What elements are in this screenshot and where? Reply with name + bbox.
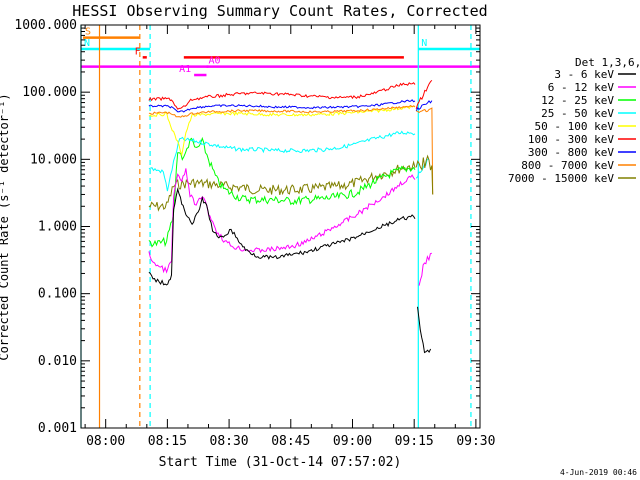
series-line-100-300-kev bbox=[148, 82, 416, 110]
x-tick-label: 09:00 bbox=[333, 434, 372, 449]
flag-label-f: F bbox=[135, 46, 141, 57]
legend-label-800-7000-kev: 800 - 7000 keV bbox=[521, 159, 614, 172]
series-late-100-300-kev bbox=[415, 79, 433, 110]
series-line-7000-15000-kev bbox=[148, 160, 416, 212]
flag-label-a1: A1 bbox=[179, 64, 191, 75]
legend-label-3-6-kev: 3 - 6 keV bbox=[554, 68, 614, 81]
x-tick-label: 08:45 bbox=[271, 434, 310, 449]
x-axis-label: Start Time (31-Oct-14 07:57:02) bbox=[159, 455, 402, 470]
series-line-800-7000-kev bbox=[148, 104, 416, 118]
y-axis-label: Corrected Count Rate (s⁻¹ detector⁻¹) bbox=[0, 93, 11, 360]
y-tick-label: 1000.000 bbox=[14, 18, 77, 33]
series-late-300-800-kev bbox=[415, 100, 433, 112]
legend-label-300-800-kev: 300 - 800 keV bbox=[528, 146, 614, 159]
footer-date: 4-Jun-2019 00:46 bbox=[560, 468, 637, 477]
flag-label-a0: A0 bbox=[208, 56, 220, 67]
legend-label-100-300-kev: 100 - 300 keV bbox=[528, 133, 614, 146]
y-tick-label: 0.100 bbox=[38, 287, 77, 302]
legend-title: Det 1,3,6,9 bbox=[575, 56, 640, 69]
y-tick-label: 0.010 bbox=[38, 354, 77, 369]
markers-layer bbox=[80, 25, 472, 428]
series-late-800-7000-kev bbox=[416, 107, 434, 195]
x-axis: 08:00 08:15 08:30 08:45 09:00 09:15 09:30 bbox=[84, 25, 495, 449]
legend-label-7000-15000-kev: 7000 - 15000 keV bbox=[508, 172, 614, 185]
series-late-7000-15000-kev bbox=[415, 154, 434, 195]
series-layer bbox=[148, 79, 434, 354]
legend-label-12-25-kev: 12 - 25 keV bbox=[541, 94, 614, 107]
chart-title: HESSI Observing Summary Count Rates, Cor… bbox=[72, 2, 487, 20]
y-tick-label: 0.001 bbox=[38, 421, 77, 436]
series-late-3-6-kev bbox=[417, 306, 432, 354]
legend-label-25-50-kev: 25 - 50 keV bbox=[541, 107, 614, 120]
plot-frame bbox=[80, 24, 481, 429]
y-tick-label: 100.000 bbox=[22, 85, 77, 100]
legend-label-6-12-kev: 6 - 12 keV bbox=[548, 81, 615, 94]
series-line-25-50-kev bbox=[148, 130, 416, 192]
flag-label-s: S bbox=[85, 27, 91, 38]
flag-label-n: N bbox=[421, 38, 427, 49]
legend-label-50-100-kev: 50 - 100 keV bbox=[535, 120, 615, 133]
x-tick-label: 09:15 bbox=[395, 434, 434, 449]
x-tick-label: 08:15 bbox=[148, 434, 187, 449]
x-tick-label: 08:30 bbox=[210, 434, 249, 449]
x-tick-label: 08:00 bbox=[86, 434, 125, 449]
y-axis: 0.001 0.010 0.100 1.000 10.000 100.000 1000.00… bbox=[14, 18, 480, 436]
x-tick-label: 09:30 bbox=[456, 434, 495, 449]
series-line-6-12-kev bbox=[148, 168, 416, 274]
series-line-12-25-kev bbox=[148, 136, 416, 248]
y-tick-label: 10.000 bbox=[30, 152, 77, 167]
flag-label-n: N bbox=[84, 38, 90, 49]
y-tick-label: 1.000 bbox=[38, 220, 77, 235]
series-line-300-800-kev bbox=[148, 99, 416, 113]
series-late-6-12-kev bbox=[418, 252, 433, 286]
series-line-3-6-kev bbox=[148, 187, 416, 286]
